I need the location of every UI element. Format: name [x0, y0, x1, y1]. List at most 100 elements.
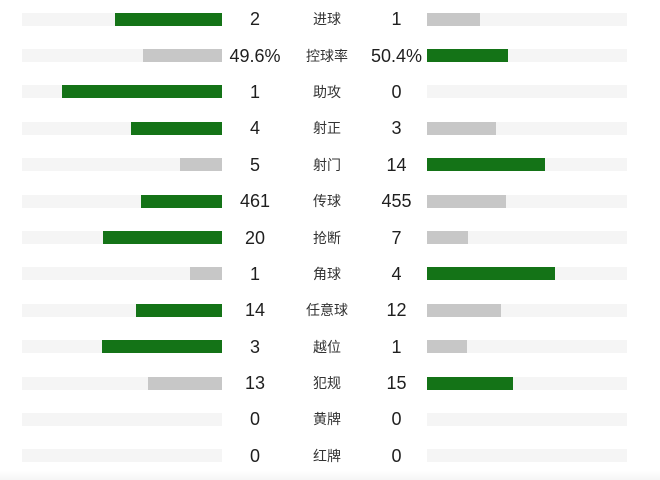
stat-row: 4 射正 3 — [22, 110, 627, 146]
right-value: 0 — [391, 409, 402, 430]
left-value: 2 — [249, 9, 260, 30]
right-bar-track — [427, 194, 627, 208]
stat-label: 越位 — [313, 338, 341, 355]
left-value: 13 — [244, 373, 266, 394]
left-bar — [130, 121, 222, 135]
left-value: 0 — [249, 409, 260, 430]
left-bar-track — [22, 231, 222, 245]
right-bar — [427, 376, 513, 390]
left-bar — [103, 231, 222, 245]
right-bar-track — [427, 376, 627, 390]
right-bar-track — [427, 85, 627, 99]
right-value: 7 — [391, 227, 402, 248]
left-value: 20 — [244, 227, 266, 248]
left-value: 1 — [249, 263, 260, 284]
left-bar-track — [22, 449, 222, 463]
right-bar — [427, 49, 508, 63]
left-bar-track — [22, 12, 222, 26]
left-bar — [190, 267, 222, 281]
stat-label: 射正 — [313, 120, 341, 137]
right-bar-track — [427, 49, 627, 63]
right-bar — [427, 158, 545, 172]
stat-label: 角球 — [313, 265, 341, 282]
left-bar — [62, 85, 222, 99]
stats-rows: 2 进球 1 49.6% 控球率 50.4% 1 助攻 0 4 射正 — [22, 1, 627, 474]
right-value: 1 — [391, 9, 402, 30]
left-bar-track — [22, 340, 222, 354]
stat-row: 49.6% 控球率 50.4% — [22, 37, 627, 73]
right-value: 3 — [391, 118, 402, 139]
stat-row: 20 抢断 7 — [22, 219, 627, 255]
stat-label: 任意球 — [306, 302, 348, 319]
left-bar-track — [22, 158, 222, 172]
left-value: 3 — [249, 336, 260, 357]
stat-row: 5 射门 14 — [22, 147, 627, 183]
left-bar-track — [22, 85, 222, 99]
stat-row: 13 犯规 15 — [22, 365, 627, 401]
left-bar — [141, 194, 222, 208]
stat-row: 2 进球 1 — [22, 1, 627, 37]
left-value: 4 — [249, 118, 260, 139]
stat-label: 抢断 — [313, 229, 341, 246]
left-value: 5 — [249, 154, 260, 175]
right-value: 4 — [391, 263, 402, 284]
stat-row: 0 红牌 0 — [22, 438, 627, 474]
stat-label: 黄牌 — [313, 411, 341, 428]
stat-label: 控球率 — [306, 47, 348, 64]
stat-row: 3 越位 1 — [22, 329, 627, 365]
stat-row: 461 传球 455 — [22, 183, 627, 219]
stat-row: 1 角球 4 — [22, 256, 627, 292]
stat-label: 传球 — [313, 193, 341, 210]
left-value: 14 — [244, 300, 266, 321]
left-bar — [147, 376, 222, 390]
right-value: 15 — [386, 373, 407, 394]
right-bar-track — [427, 12, 627, 26]
right-bar-track — [427, 231, 627, 245]
stat-label: 红牌 — [313, 447, 341, 464]
left-bar-track — [22, 412, 222, 426]
right-bar-track — [427, 449, 627, 463]
right-value: 14 — [386, 154, 407, 175]
left-value: 0 — [249, 445, 260, 466]
right-bar — [427, 267, 555, 281]
right-bar — [427, 121, 496, 135]
right-bar-track — [427, 158, 627, 172]
right-bar-track — [427, 267, 627, 281]
right-value: 0 — [391, 81, 402, 102]
left-value: 49.6% — [229, 45, 281, 66]
stat-label: 犯规 — [313, 375, 341, 392]
stat-label: 进球 — [313, 11, 341, 28]
left-bar — [142, 49, 222, 63]
stat-label: 射门 — [313, 156, 341, 173]
right-bar — [427, 340, 467, 354]
right-bar-track — [427, 412, 627, 426]
left-bar-track — [22, 376, 222, 390]
left-value: 1 — [249, 81, 260, 102]
right-bar — [427, 12, 481, 26]
left-bar-track — [22, 121, 222, 135]
left-bar — [115, 12, 222, 26]
right-bar-track — [427, 340, 627, 354]
right-bar-track — [427, 303, 627, 317]
right-value: 0 — [391, 445, 402, 466]
left-bar — [179, 158, 222, 172]
stat-row: 14 任意球 12 — [22, 292, 627, 328]
right-bar — [427, 194, 507, 208]
left-bar-track — [22, 303, 222, 317]
left-bar-track — [22, 49, 222, 63]
left-value: 461 — [239, 191, 271, 212]
stat-row: 1 助攻 0 — [22, 74, 627, 110]
right-bar — [427, 303, 501, 317]
left-bar-track — [22, 194, 222, 208]
right-value: 50.4% — [370, 45, 423, 66]
stat-row: 0 黄牌 0 — [22, 401, 627, 437]
stat-label: 助攻 — [313, 83, 341, 100]
bottom-fade — [0, 471, 660, 480]
right-value: 455 — [381, 191, 412, 212]
left-bar-track — [22, 267, 222, 281]
right-bar — [427, 231, 469, 245]
right-value: 1 — [391, 336, 402, 357]
left-bar — [102, 340, 222, 354]
left-bar — [135, 303, 222, 317]
